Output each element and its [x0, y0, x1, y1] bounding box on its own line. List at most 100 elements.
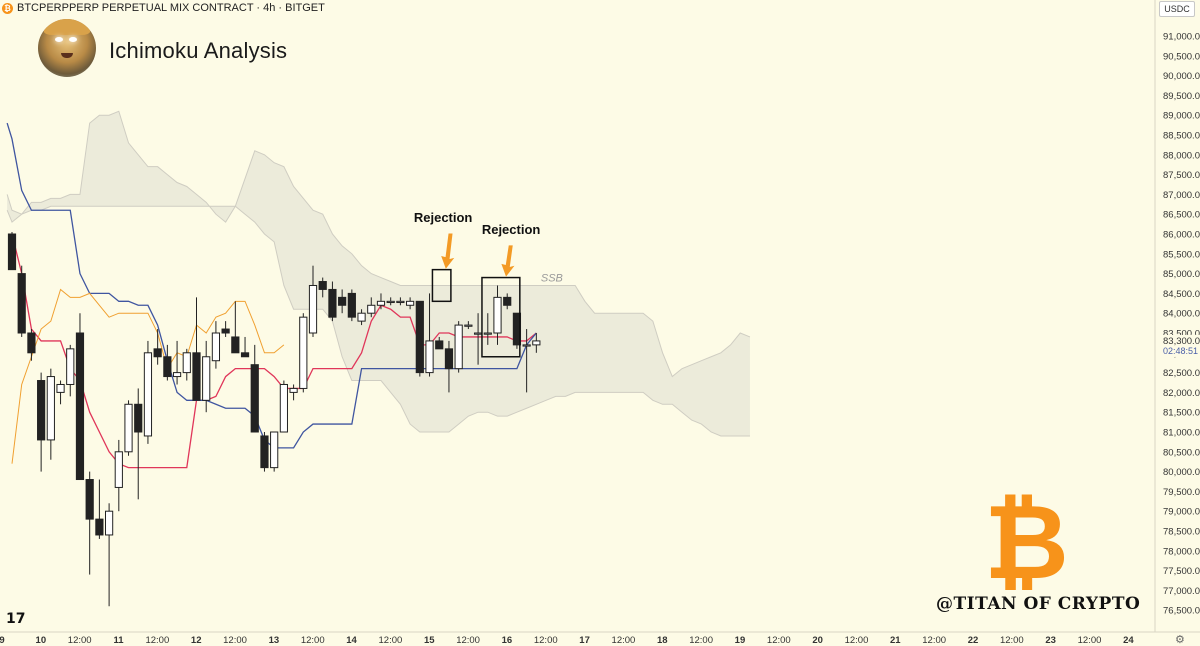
- candle: [56, 380, 65, 405]
- price-tick-label: 80,000.0: [1163, 467, 1200, 478]
- candle-body: [231, 336, 240, 354]
- candle: [202, 340, 211, 413]
- candle: [75, 313, 85, 481]
- candle-body: [221, 328, 230, 334]
- price-tick-label: 84,500.0: [1163, 289, 1200, 300]
- candle: [347, 289, 356, 322]
- candle-body: [134, 403, 143, 433]
- candle-body: [338, 296, 347, 306]
- ssb-label: SSB: [541, 273, 563, 285]
- time-tick-label: 12:00: [1000, 635, 1024, 646]
- candle-body: [95, 518, 104, 536]
- time-tick-label: 12:00: [922, 635, 946, 646]
- candle: [105, 503, 114, 607]
- candle: [7, 232, 17, 271]
- rejection-box: [481, 276, 521, 358]
- bitcoin-logo: ₿: [984, 481, 1069, 603]
- candle: [46, 368, 55, 460]
- candle-body: [318, 281, 327, 290]
- candles-layer: [7, 232, 541, 607]
- time-tick-label: 23: [1045, 635, 1056, 646]
- time-tick-label: 19: [735, 635, 746, 646]
- candle-body: [328, 288, 337, 318]
- time-tick-label: 21: [890, 635, 901, 646]
- time-tick-label: 10: [36, 635, 47, 646]
- price-tick-label: 79,000.0: [1163, 507, 1200, 518]
- candle: [260, 432, 269, 472]
- candle-body: [406, 300, 415, 306]
- time-tick-label: 20: [812, 635, 823, 646]
- price-tick-label: 89,000.0: [1163, 111, 1200, 122]
- candle-body: [415, 300, 424, 374]
- candle: [163, 344, 172, 381]
- candle: [240, 336, 250, 358]
- price-tick-label: 79,500.0: [1163, 487, 1200, 498]
- price-tick-label: 82,000.0: [1163, 388, 1200, 399]
- currency-selector[interactable]: USDC: [1159, 1, 1195, 17]
- candle: [17, 265, 26, 337]
- candle: [376, 293, 386, 310]
- candle: [231, 301, 240, 354]
- candle: [27, 329, 36, 361]
- candle-body: [105, 510, 114, 536]
- time-axis[interactable]: 9 10 12:00 11 12:00 12 12:00 13 12:00 14 12:00 15 12…: [0, 631, 1200, 646]
- candle-body: [503, 296, 512, 306]
- countdown-label: 02:48:51: [1163, 346, 1198, 356]
- price-tick-label: 78,000.0: [1163, 546, 1200, 557]
- candle-body: [299, 316, 308, 389]
- candle: [153, 329, 162, 365]
- time-tick-label: 22: [968, 635, 979, 646]
- candle-body: [172, 372, 182, 378]
- candle: [338, 289, 347, 314]
- candle: [318, 277, 327, 298]
- price-axis[interactable]: 91,000.0 90,500.0 90,000.0 89,500.0 89,000.0…: [1154, 0, 1200, 632]
- price-tick-label: 86,000.0: [1163, 230, 1200, 241]
- time-tick-label: 14: [346, 635, 357, 646]
- bitcoin-icon: ₿: [2, 2, 13, 14]
- candle-body: [27, 332, 36, 354]
- time-tick-label: 18: [657, 635, 668, 646]
- candle: [143, 340, 153, 444]
- time-tick-label: 15: [424, 635, 435, 646]
- rejection-arrow: [441, 233, 455, 269]
- time-tick-label: 11: [113, 635, 124, 646]
- candle-body: [66, 348, 75, 385]
- tradingview-logo[interactable]: 17: [6, 611, 26, 627]
- candle-body: [270, 431, 279, 469]
- candle: [299, 313, 308, 393]
- time-tick-label: 16: [502, 635, 513, 646]
- candle-body: [279, 383, 288, 433]
- candle: [386, 297, 395, 306]
- candle: [406, 297, 415, 310]
- time-tick-label: 12:00: [68, 635, 92, 646]
- candle-body: [493, 296, 502, 334]
- cloud-lower-edge: [6, 205, 750, 437]
- price-tick-label: 90,500.0: [1163, 51, 1200, 62]
- rejection-label: Rejection: [414, 210, 473, 225]
- candle: [415, 300, 424, 377]
- price-tick-label: 88,500.0: [1163, 131, 1200, 142]
- price-tick-label: 81,500.0: [1163, 408, 1200, 419]
- candle: [289, 384, 298, 401]
- price-tick-label: 77,000.0: [1163, 586, 1200, 597]
- candle: [357, 309, 366, 326]
- candle: [211, 321, 221, 369]
- time-tick-label: 12:00: [456, 635, 480, 646]
- candle: [221, 321, 230, 337]
- candle: [85, 471, 94, 575]
- avatar: [38, 19, 96, 77]
- price-tick-label: 89,500.0: [1163, 91, 1200, 102]
- candle: [270, 431, 279, 472]
- candle-body: [114, 451, 123, 488]
- candle-body: [260, 435, 269, 469]
- price-tick-label: 88,000.0: [1163, 150, 1200, 161]
- candle-body: [396, 300, 405, 304]
- candle-body: [386, 300, 395, 304]
- candle-body: [522, 344, 531, 347]
- candle-body: [308, 284, 318, 334]
- time-tick-label: 12:00: [223, 635, 247, 646]
- candle: [134, 388, 143, 500]
- candle-body: [153, 348, 162, 358]
- settings-gear-icon[interactable]: ⚙: [1175, 633, 1185, 646]
